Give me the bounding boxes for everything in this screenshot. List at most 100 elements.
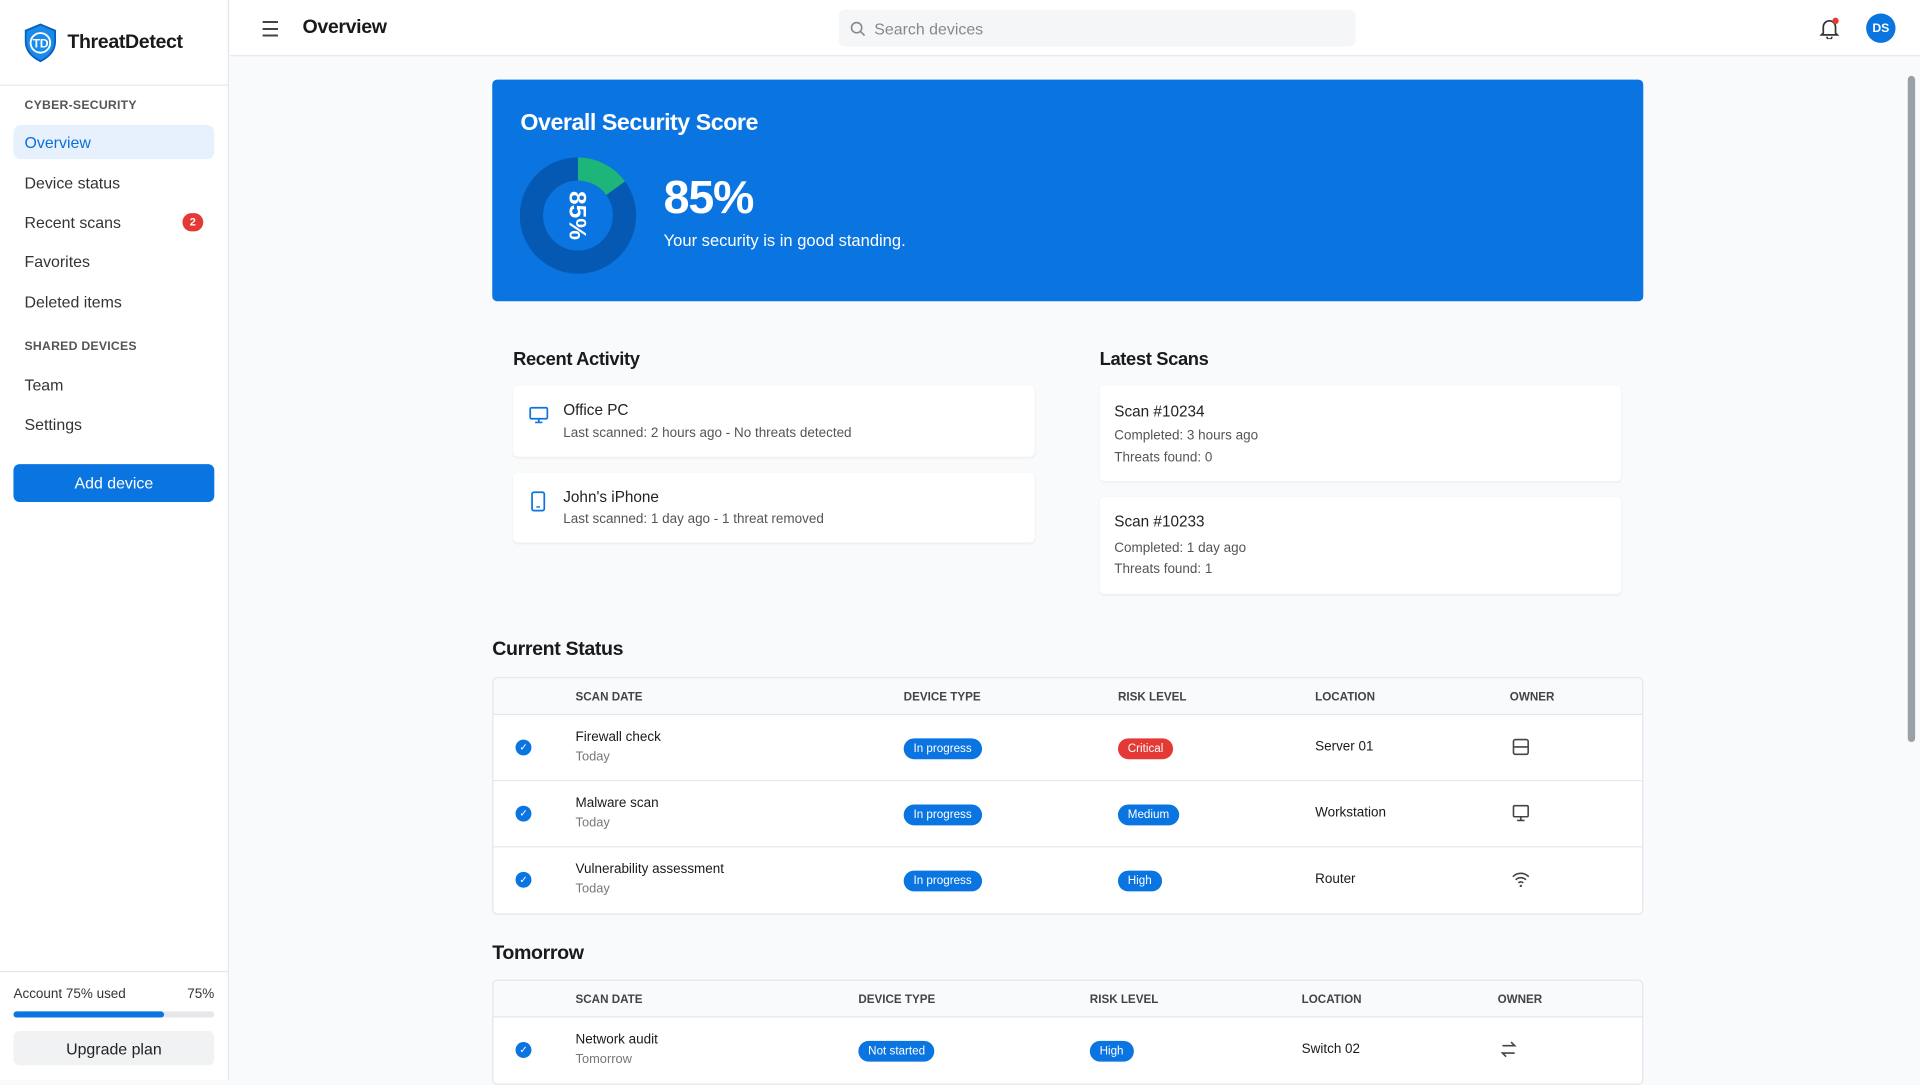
bell-icon <box>1819 17 1840 41</box>
score-title: Overall Security Score <box>520 110 758 136</box>
status-badge: In progress <box>903 804 982 826</box>
security-score-card: Overall Security Score 85% 85% Your secu… <box>492 79 1644 302</box>
label: Device status <box>24 173 121 192</box>
label: Team <box>24 375 64 394</box>
check-circle-icon[interactable]: ✓ <box>515 871 532 888</box>
shield-logo-icon: TD <box>24 23 57 63</box>
status-badge: In progress <box>903 870 982 892</box>
table-row[interactable]: ✓ Network audit Tomorrow Not started Hig… <box>493 1018 1642 1084</box>
tomorrow-table: SCAN DATE DEVICE TYPE RISK LEVEL LOCATIO… <box>492 979 1644 1085</box>
scan-name: Firewall check <box>575 729 661 745</box>
section-cyber-security: CYBER-SECURITY <box>24 99 137 113</box>
risk-badge: Medium <box>1117 804 1179 826</box>
sidebar-item-favorites[interactable]: Favorites <box>13 244 214 278</box>
monitor-icon <box>1512 804 1529 822</box>
wifi-icon <box>1512 872 1530 888</box>
score-message: Your security is in good standing. <box>663 231 906 250</box>
scan-item[interactable]: Scan #10233 Completed: 1 day ago Threats… <box>1099 497 1622 594</box>
table-row[interactable]: ✓ Firewall check Today In progress Criti… <box>493 715 1643 782</box>
sidebar: TD ThreatDetect CYBER-SECURITY Overview … <box>0 0 229 1081</box>
scan-name: Network audit <box>575 1032 658 1047</box>
avatar[interactable]: DS <box>1866 13 1896 43</box>
col-risk-level[interactable]: RISK LEVEL <box>1117 690 1187 705</box>
label: Overview <box>24 132 91 152</box>
usage-bar-fill <box>13 1011 165 1018</box>
scan-threats: Threats found: 1 <box>1114 562 1213 577</box>
sidebar-item-device-status[interactable]: Device status <box>13 165 214 199</box>
check-circle-icon[interactable]: ✓ <box>515 1042 532 1058</box>
sidebar-item-settings[interactable]: Settings <box>13 407 214 441</box>
label: Recent scans <box>24 212 121 231</box>
scan-name: Vulnerability assessment <box>575 862 725 877</box>
location: Switch 02 <box>1301 1042 1361 1057</box>
label: Settings <box>24 414 83 433</box>
col-scan-date[interactable]: SCAN DATE <box>575 690 643 705</box>
donut-label: 85% <box>563 191 590 240</box>
sidebar-item-overview[interactable]: Overview <box>13 124 215 160</box>
search-placeholder: Search devices <box>874 18 984 38</box>
search-icon <box>850 21 866 36</box>
sidebar-item-recent-scans[interactable]: Recent scans 2 <box>13 204 214 238</box>
add-device-button[interactable]: Add device <box>13 464 215 503</box>
server-icon <box>1512 738 1529 756</box>
risk-badge: High <box>1117 870 1162 892</box>
scan-name: Scan #10234 <box>1114 402 1205 421</box>
label: Favorites <box>24 251 90 271</box>
location: Workstation <box>1315 805 1386 821</box>
status-badge: Not started <box>858 1040 935 1062</box>
location: Server 01 <box>1315 739 1374 755</box>
scrollbar[interactable] <box>1905 59 1920 1080</box>
risk-badge: High <box>1089 1040 1134 1062</box>
menu-icon[interactable]: ☰ <box>260 18 280 42</box>
col-location[interactable]: LOCATION <box>1315 690 1375 705</box>
account-usage: Account 75% used 75% <box>13 987 214 1002</box>
col-location[interactable]: LOCATION <box>1301 993 1362 1007</box>
current-status-table: SCAN DATE DEVICE TYPE RISK LEVEL LOCATIO… <box>492 677 1644 915</box>
activity-item[interactable]: John's iPhone Last scanned: 1 day ago - … <box>513 472 1035 543</box>
svg-text:TD: TD <box>33 37 49 51</box>
switch-icon <box>1500 1041 1517 1058</box>
section-shared-devices: SHARED DEVICES <box>24 340 137 354</box>
scan-date: Tomorrow <box>575 1051 632 1067</box>
scan-date: Today <box>575 815 610 831</box>
status-badge: In progress <box>903 738 982 760</box>
score-value: 85% <box>663 172 755 225</box>
divider <box>0 971 229 973</box>
check-circle-icon[interactable]: ✓ <box>515 805 532 822</box>
recent-activity-title: Recent Activity <box>513 348 640 370</box>
check-circle-icon[interactable]: ✓ <box>515 739 532 756</box>
app-name: ThreatDetect <box>67 31 183 53</box>
col-device-type[interactable]: DEVICE TYPE <box>858 993 936 1007</box>
col-risk-level[interactable]: RISK LEVEL <box>1089 993 1159 1007</box>
table-header: SCAN DATE DEVICE TYPE RISK LEVEL LOCATIO… <box>493 980 1643 1018</box>
upgrade-plan-button[interactable]: Upgrade plan <box>13 1031 215 1066</box>
col-owner[interactable]: OWNER <box>1509 690 1555 705</box>
search-input[interactable]: Search devices <box>838 9 1356 47</box>
score-donut: 85% <box>519 157 637 274</box>
notification-button[interactable] <box>1819 17 1840 45</box>
donut-center <box>543 181 613 250</box>
device-detail: Last scanned: 1 day ago - 1 threat remov… <box>563 511 824 527</box>
col-scan-date[interactable]: SCAN DATE <box>575 993 643 1007</box>
logo[interactable]: TD ThreatDetect <box>23 23 183 63</box>
donut-segment <box>519 157 637 274</box>
device-name: John's iPhone <box>563 488 659 506</box>
usage-label: Account 75% used <box>13 986 126 1002</box>
scan-item[interactable]: Scan #10234 Completed: 3 hours ago Threa… <box>1099 385 1622 482</box>
current-status-title: Current Status <box>492 639 624 661</box>
scrollbar-thumb[interactable] <box>1907 75 1916 743</box>
table-header: SCAN DATE DEVICE TYPE RISK LEVEL LOCATIO… <box>493 678 1643 716</box>
scan-name: Scan #10233 <box>1114 513 1205 531</box>
col-device-type[interactable]: DEVICE TYPE <box>903 690 981 705</box>
sidebar-item-team[interactable]: Team <box>13 367 214 401</box>
top-bar: ☰ Overview Search devices DS <box>230 0 1920 57</box>
table-row[interactable]: ✓ Vulnerability assessment Today In prog… <box>493 847 1642 913</box>
table-row[interactable]: ✓ Malware scan Today In progress Medium … <box>493 781 1643 848</box>
device-name: Office PC <box>563 401 629 419</box>
activity-item[interactable]: Office PC Last scanned: 2 hours ago - No… <box>513 385 1035 457</box>
scan-name: Malware scan <box>575 795 659 811</box>
usage-value: 75% <box>187 986 215 1002</box>
sidebar-item-deleted-items[interactable]: Deleted items <box>13 284 214 318</box>
page-title: Overview <box>302 17 387 38</box>
col-owner[interactable]: OWNER <box>1497 993 1543 1007</box>
